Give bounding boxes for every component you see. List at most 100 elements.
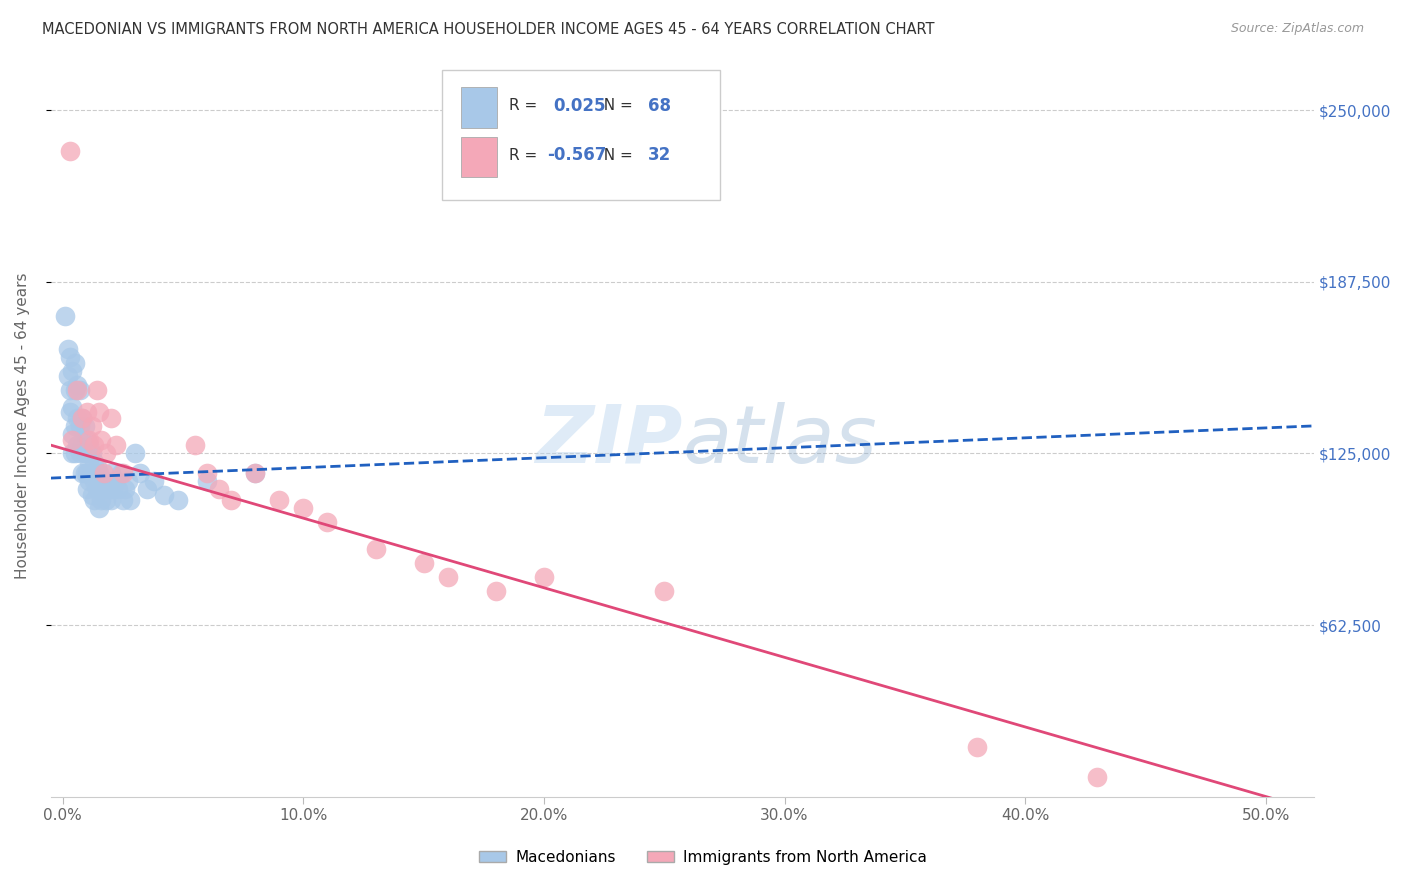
Point: [59, 145, 82, 159]
Point: [87, 405, 110, 419]
FancyBboxPatch shape: [461, 136, 496, 178]
Point: [63, 383, 86, 397]
Legend: Macedonians, Immigrants from North America: Macedonians, Immigrants from North Ameri…: [472, 844, 934, 871]
Point: [90, 474, 112, 488]
Point: [96, 474, 118, 488]
Point: [63, 418, 86, 433]
Point: [73, 446, 96, 460]
Point: [195, 466, 218, 480]
Point: [83, 493, 105, 508]
Point: [966, 740, 988, 755]
Text: N =: N =: [593, 148, 637, 162]
Point: [412, 556, 434, 570]
Point: [70, 438, 93, 452]
Point: [62, 400, 84, 414]
Point: [100, 466, 122, 480]
Point: [107, 482, 129, 496]
Point: [70, 410, 93, 425]
Point: [245, 466, 267, 480]
Point: [70, 410, 93, 425]
Point: [195, 474, 218, 488]
Point: [219, 493, 242, 508]
Text: R =: R =: [509, 148, 543, 162]
Point: [69, 446, 91, 460]
Point: [80, 446, 103, 460]
Point: [66, 377, 89, 392]
Text: -0.567: -0.567: [547, 146, 606, 164]
Point: [1085, 771, 1108, 785]
Point: [69, 383, 91, 397]
Text: N =: N =: [593, 98, 637, 113]
Point: [59, 405, 82, 419]
Point: [62, 446, 84, 460]
Text: MACEDONIAN VS IMMIGRANTS FROM NORTH AMERICA HOUSEHOLDER INCOME AGES 45 - 64 YEAR: MACEDONIAN VS IMMIGRANTS FROM NORTH AMER…: [42, 22, 935, 37]
Point: [66, 438, 89, 452]
Point: [124, 446, 146, 460]
FancyBboxPatch shape: [461, 87, 496, 128]
Text: ZIP: ZIP: [534, 401, 682, 480]
Point: [97, 482, 120, 496]
Point: [533, 570, 555, 584]
Point: [69, 418, 91, 433]
Point: [87, 466, 110, 480]
Point: [79, 433, 101, 447]
Point: [53, 309, 76, 323]
Point: [90, 433, 112, 447]
Point: [110, 466, 132, 480]
Point: [59, 351, 82, 365]
Point: [316, 515, 339, 529]
Point: [103, 482, 125, 496]
Point: [100, 410, 122, 425]
Point: [117, 474, 139, 488]
Point: [136, 482, 159, 496]
Point: [96, 493, 118, 508]
Point: [90, 493, 112, 508]
Point: [652, 583, 675, 598]
Text: R =: R =: [509, 98, 543, 113]
Point: [63, 356, 86, 370]
Point: [245, 466, 267, 480]
Point: [76, 446, 98, 460]
Point: [436, 570, 458, 584]
Point: [62, 364, 84, 378]
Point: [76, 466, 98, 480]
Point: [86, 383, 108, 397]
Point: [104, 438, 127, 452]
Point: [208, 482, 231, 496]
Point: [66, 383, 89, 397]
Point: [79, 474, 101, 488]
Point: [87, 501, 110, 516]
Point: [86, 460, 108, 475]
Point: [292, 501, 315, 516]
Point: [184, 438, 207, 452]
Point: [79, 438, 101, 452]
Point: [114, 482, 136, 496]
Point: [83, 438, 105, 452]
Point: [80, 418, 103, 433]
Text: 68: 68: [648, 96, 671, 114]
Point: [485, 583, 508, 598]
Point: [83, 474, 105, 488]
Point: [76, 482, 98, 496]
Point: [120, 493, 142, 508]
Point: [63, 446, 86, 460]
Point: [76, 433, 98, 447]
Point: [56, 369, 79, 384]
Text: 32: 32: [648, 146, 672, 164]
Point: [93, 482, 115, 496]
Point: [364, 542, 387, 557]
Point: [73, 418, 96, 433]
Point: [111, 466, 134, 480]
Point: [87, 482, 110, 496]
Point: [70, 466, 93, 480]
Point: [62, 427, 84, 442]
Point: [96, 446, 118, 460]
Point: [111, 493, 134, 508]
Point: [100, 493, 122, 508]
Point: [80, 466, 103, 480]
Point: [83, 455, 105, 469]
Point: [128, 466, 150, 480]
Y-axis label: Householder Income Ages 45 - 64 years: Householder Income Ages 45 - 64 years: [15, 273, 30, 579]
Point: [56, 342, 79, 356]
Text: 0.025: 0.025: [554, 96, 606, 114]
